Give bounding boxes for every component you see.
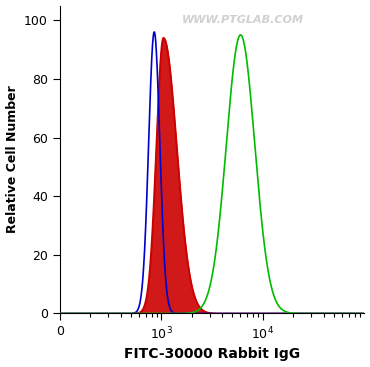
Text: WWW.PTGLAB.COM: WWW.PTGLAB.COM — [182, 15, 304, 25]
Y-axis label: Relative Cell Number: Relative Cell Number — [6, 86, 18, 233]
X-axis label: FITC-30000 Rabbit IgG: FITC-30000 Rabbit IgG — [124, 348, 300, 361]
